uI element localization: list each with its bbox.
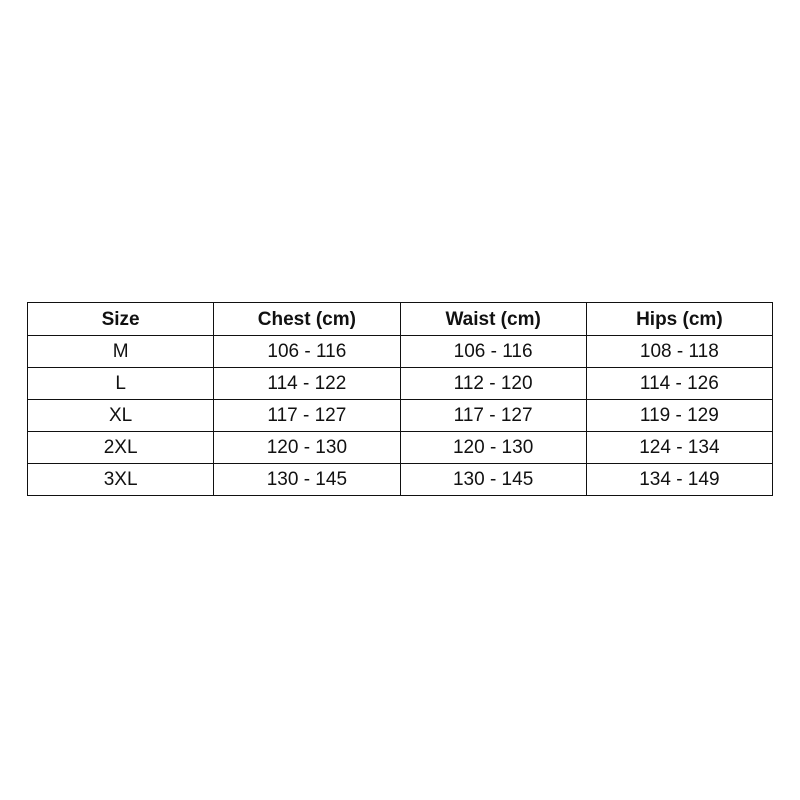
table-cell: 130 - 145 (399, 463, 587, 496)
table-cell: 112 - 120 (399, 367, 587, 400)
table-cell: 106 - 116 (213, 335, 401, 368)
header-row: Size Chest (cm) Waist (cm) Hips (cm) (26, 302, 774, 336)
table-row: XL 117 - 127 117 - 127 119 - 129 (26, 399, 774, 432)
table-cell: 119 - 129 (585, 399, 774, 432)
table-cell: XL (26, 399, 215, 432)
table-cell: L (26, 367, 215, 400)
table-row: L 114 - 122 112 - 120 114 - 126 (26, 367, 774, 400)
header-cell: Chest (cm) (213, 302, 401, 336)
table-cell: 117 - 127 (213, 399, 401, 432)
table-cell: 106 - 116 (399, 335, 587, 368)
table-cell: 114 - 122 (213, 367, 401, 400)
table-body: M 106 - 116 106 - 116 108 - 118 L 114 - 122 11… (26, 335, 774, 496)
table-cell: 114 - 126 (585, 367, 774, 400)
table-cell: 120 - 130 (213, 431, 401, 464)
header-cell: Waist (cm) (399, 302, 587, 336)
table-cell: M (26, 335, 215, 368)
table-row: M 106 - 116 106 - 116 108 - 118 (26, 335, 774, 368)
table-cell: 130 - 145 (213, 463, 401, 496)
size-table: Size Chest (cm) Waist (cm) Hips (cm) M 106 -… (26, 302, 774, 496)
table-cell: 124 - 134 (585, 431, 774, 464)
table-row: 2XL 120 - 130 120 - 130 124 - 134 (26, 431, 774, 464)
header-cell: Size (26, 302, 215, 336)
header-cell: Hips (cm) (585, 302, 774, 336)
table-cell: 134 - 149 (585, 463, 774, 496)
table-cell: 108 - 118 (585, 335, 774, 368)
table-cell: 120 - 130 (399, 431, 587, 464)
table-head: Size Chest (cm) Waist (cm) Hips (cm) (26, 302, 774, 336)
table-cell: 2XL (26, 431, 215, 464)
table-cell: 117 - 127 (399, 399, 587, 432)
table-row: 3XL 130 - 145 130 - 145 134 - 149 (26, 463, 774, 496)
table-cell: 3XL (26, 463, 215, 496)
